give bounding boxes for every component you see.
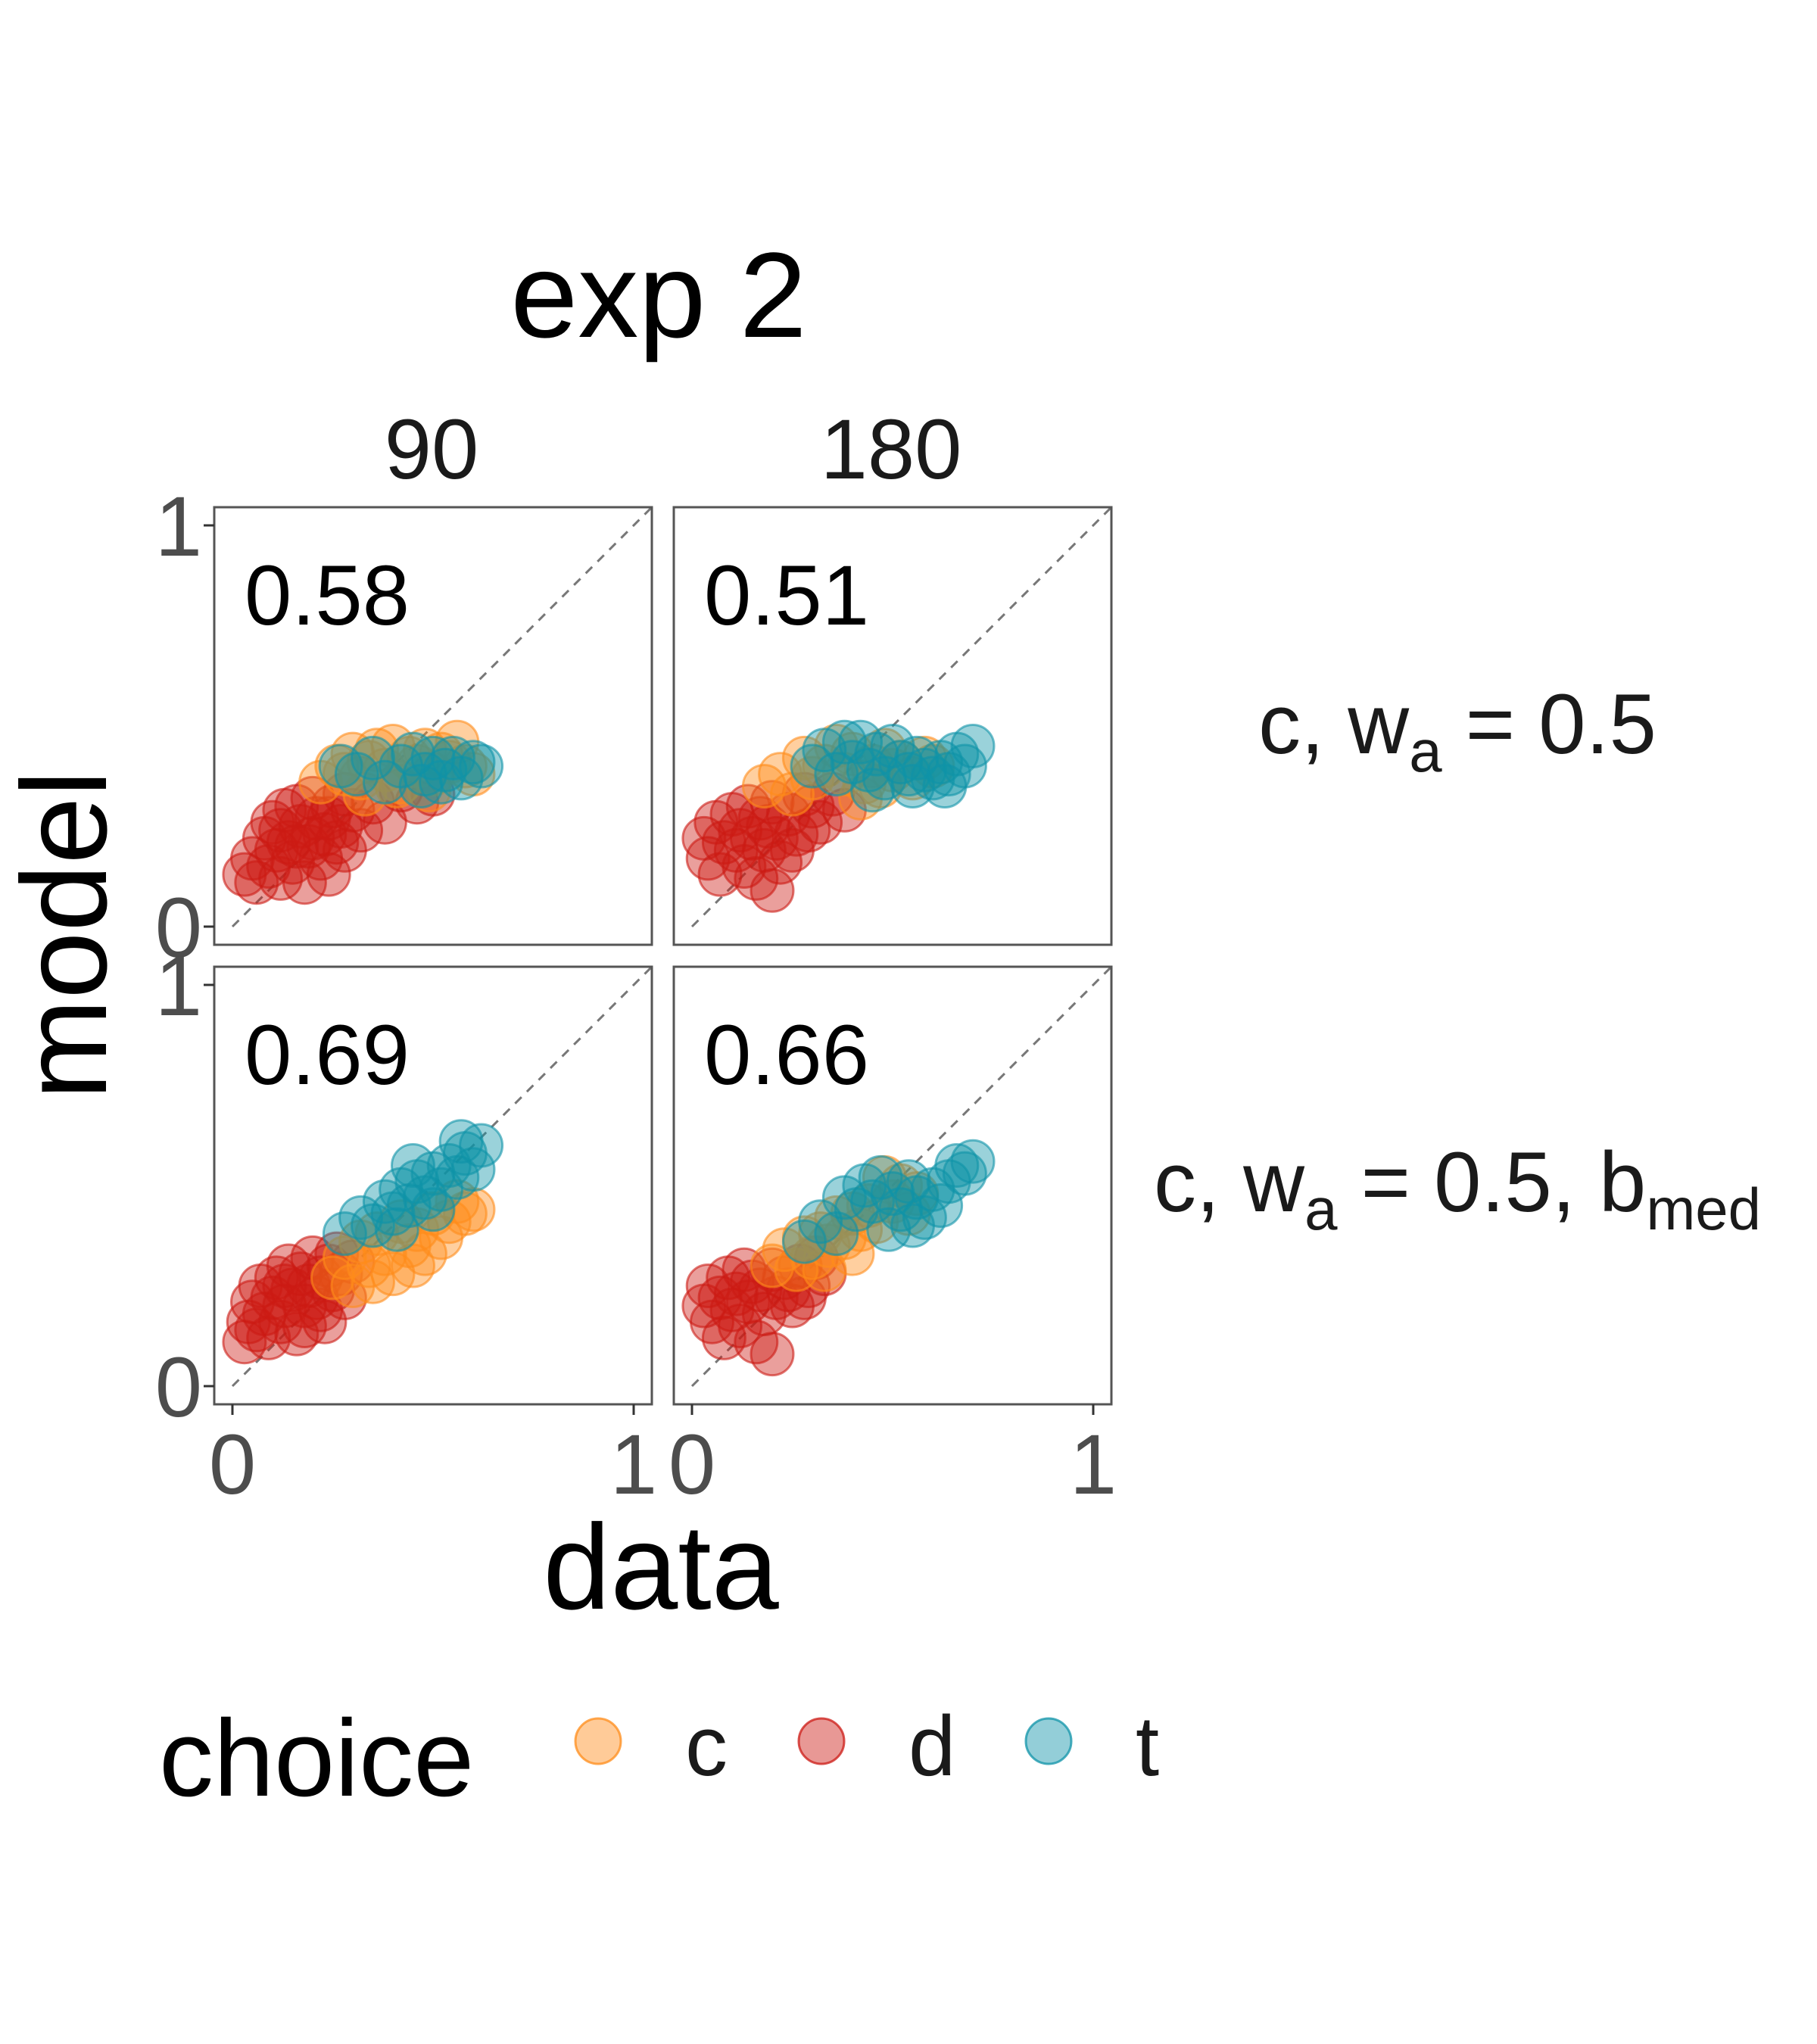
panel-border	[213, 965, 653, 1406]
panel-border	[213, 506, 653, 946]
point-t	[459, 743, 504, 789]
row-label-0: c, wa = 0.5	[1258, 677, 1656, 784]
point-d	[685, 836, 731, 881]
x-tick-label: 1	[610, 1417, 657, 1512]
y-axis-label: model	[0, 770, 132, 1100]
point-d	[234, 860, 279, 905]
panel-1-0: 0.69 0 1 0 1	[155, 939, 657, 1512]
row-label-1: c, wa = 0.5, bmed	[1154, 1135, 1761, 1242]
point-d	[697, 852, 743, 897]
point-t	[334, 752, 379, 797]
legend-title: choice	[159, 1697, 474, 1819]
y-tick-label: 1	[155, 939, 202, 1033]
point-c	[790, 756, 835, 801]
panel-correlation-label: 0.66	[704, 1008, 869, 1102]
point-t	[922, 764, 968, 809]
point-t	[790, 743, 835, 789]
point-d	[274, 1311, 319, 1357]
point-t	[950, 724, 996, 768]
point-d	[282, 1304, 327, 1348]
point-c	[442, 1191, 488, 1236]
point-t	[838, 719, 884, 765]
point-t	[426, 1143, 472, 1188]
points-group	[222, 719, 504, 905]
y-tick-label: 0	[155, 1340, 202, 1435]
panel-correlation-label: 0.58	[245, 548, 410, 643]
x-tick-label: 0	[669, 1417, 715, 1512]
legend: choice c d t	[159, 1697, 1159, 1819]
point-t	[942, 1151, 987, 1196]
point-d	[322, 827, 367, 873]
points-group	[681, 719, 996, 913]
panel-correlation-label: 0.51	[704, 548, 869, 643]
point-t	[798, 1199, 843, 1245]
legend-label-t: t	[1136, 1699, 1159, 1793]
x-tick-label: 0	[209, 1417, 256, 1512]
point-d	[758, 840, 803, 885]
point-t	[391, 1143, 435, 1188]
panel-0-0: 0.58 0 1	[155, 479, 653, 975]
point-d	[734, 1320, 779, 1365]
point-c	[741, 764, 787, 809]
point-d	[701, 1315, 746, 1360]
point-d	[734, 855, 779, 901]
point-d	[798, 799, 843, 845]
panel-correlation-label: 0.69	[245, 1008, 410, 1102]
point-t	[419, 759, 464, 805]
x-tick-label: 1	[1070, 1417, 1117, 1512]
point-t	[850, 768, 895, 813]
y-tick-label: 1	[155, 479, 202, 574]
x-axis-label: data	[543, 1499, 778, 1634]
panel-border	[672, 506, 1113, 946]
point-t	[450, 740, 496, 785]
point-d	[718, 1304, 763, 1348]
panel-1-1: 0.66 0 1	[669, 965, 1117, 1512]
point-d	[282, 860, 327, 905]
point-t	[902, 1195, 947, 1240]
legend-label-c: c	[685, 1699, 728, 1793]
point-c	[351, 1259, 395, 1304]
point-t	[362, 1179, 407, 1224]
point-t	[338, 1195, 384, 1240]
point-t	[950, 1139, 996, 1184]
legend-key-c	[574, 1717, 622, 1765]
point-t	[890, 1203, 935, 1248]
legend-label-d: d	[908, 1699, 955, 1793]
points-group	[222, 1119, 504, 1365]
point-t	[322, 1211, 367, 1257]
point-d	[750, 868, 795, 913]
point-t	[374, 1207, 419, 1252]
column-label-1: 180	[821, 402, 962, 497]
points-group	[681, 1139, 996, 1377]
point-t	[459, 1123, 504, 1168]
point-d	[750, 1332, 795, 1377]
point-t	[890, 764, 935, 809]
point-t	[351, 735, 395, 781]
legend-key-t	[1024, 1717, 1073, 1765]
legend-key-d	[797, 1717, 846, 1765]
point-t	[934, 1143, 980, 1188]
point-t	[866, 1207, 912, 1252]
point-d	[770, 827, 815, 873]
point-d	[262, 1263, 307, 1308]
y-tick-label: 0	[155, 880, 202, 975]
point-t	[410, 1187, 456, 1232]
chart-title: exp 2	[510, 227, 806, 363]
point-t	[858, 1154, 903, 1200]
column-label-0: 90	[385, 402, 479, 497]
panel-0-1: 0.51	[672, 506, 1113, 946]
panel-border	[672, 965, 1113, 1406]
point-t	[450, 1147, 496, 1192]
